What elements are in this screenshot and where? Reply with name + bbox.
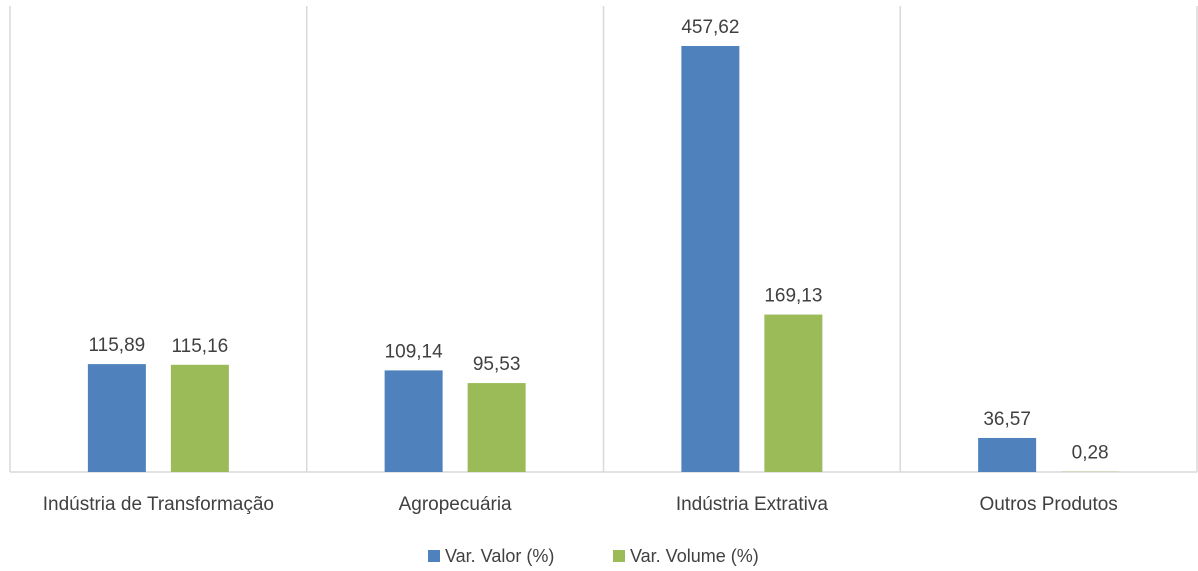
category-label: Indústria de Transformação [43, 494, 274, 515]
category-label: Agropecuária [399, 494, 512, 515]
data-label: 115,16 [172, 336, 229, 357]
data-label: 457,62 [681, 17, 739, 38]
legend-swatch-volume [613, 550, 625, 562]
bar-valor [87, 364, 146, 472]
legend: Var. Valor (%) Var. Volume (%) [428, 546, 759, 566]
bar-volume [467, 383, 526, 472]
data-label: 115,89 [89, 335, 146, 356]
legend-label-volume: Var. Volume (%) [630, 546, 759, 566]
data-label: 169,13 [764, 286, 822, 307]
legend-swatch-valor [428, 550, 440, 562]
category-separators [9, 6, 1198, 472]
bars-group [87, 46, 1120, 472]
data-label: 109,14 [385, 341, 444, 362]
data-label: 95,53 [473, 354, 521, 375]
legend-label-valor: Var. Valor (%) [445, 546, 554, 566]
category-labels-group: Indústria de Transformação Agropecuária In… [43, 494, 1118, 515]
data-label: 36,57 [983, 409, 1031, 430]
category-label: Indústria Extrativa [676, 494, 828, 515]
category-label: Outros Produtos [979, 494, 1117, 515]
bar-valor [978, 437, 1037, 472]
data-label: 0,28 [1072, 443, 1109, 464]
bar-valor [681, 46, 740, 472]
bar-valor [384, 370, 443, 472]
data-labels-group: 115,89 115,16 109,14 95,53 457,62 169,13 36,57… [89, 17, 1109, 464]
bar-volume [170, 364, 229, 472]
bar-volume [764, 314, 823, 472]
